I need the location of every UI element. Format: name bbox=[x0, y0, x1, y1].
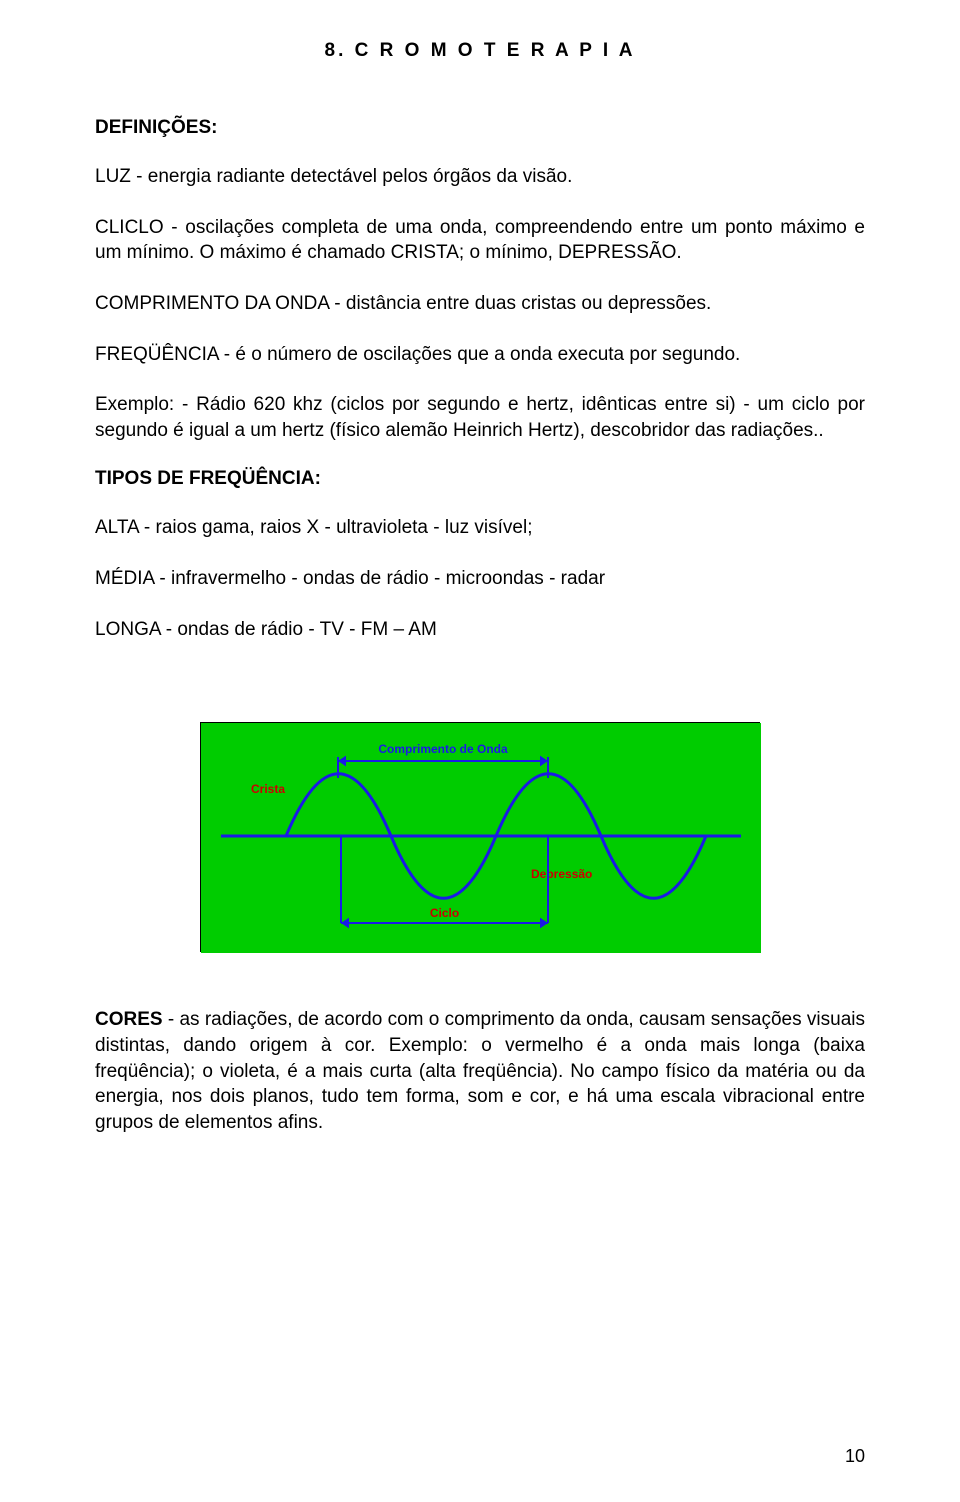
page-title: 8. C R O M O T E R A P I A bbox=[95, 40, 865, 62]
cores-body: - as radiações, de acordo com o comprime… bbox=[95, 1009, 865, 1133]
wave-diagram-container: Comprimento de Onda Crista Depressão Ciclo bbox=[200, 722, 760, 952]
svg-text:Crista: Crista bbox=[251, 782, 285, 796]
cores-head: CORES bbox=[95, 1009, 163, 1030]
svg-text:Depressão: Depressão bbox=[531, 867, 592, 881]
para-comprimento: COMPRIMENTO DA ONDA - distância entre du… bbox=[95, 291, 865, 317]
definicoes-heading: DEFINIÇÕES: bbox=[95, 117, 865, 139]
para-exemplo: Exemplo: - Rádio 620 khz (ciclos por seg… bbox=[95, 392, 865, 443]
wave-diagram: Comprimento de Onda Crista Depressão Ciclo bbox=[200, 722, 760, 952]
wave-svg: Comprimento de Onda Crista Depressão Ciclo bbox=[201, 723, 761, 953]
para-frequencia: FREQÜÊNCIA - é o número de oscilações qu… bbox=[95, 342, 865, 368]
para-longa: LONGA - ondas de rádio - TV - FM – AM bbox=[95, 617, 865, 643]
para-media: MÉDIA - infravermelho - ondas de rádio -… bbox=[95, 566, 865, 592]
para-alta: ALTA - raios gama, raios X - ultraviolet… bbox=[95, 515, 865, 541]
page-number: 10 bbox=[845, 1446, 865, 1467]
svg-text:Ciclo: Ciclo bbox=[430, 906, 459, 920]
para-cores: CORES - as radiações, de acordo com o co… bbox=[95, 1007, 865, 1135]
svg-text:Comprimento de Onda: Comprimento de Onda bbox=[378, 742, 508, 756]
tipos-heading: TIPOS DE FREQÜÊNCIA: bbox=[95, 468, 865, 490]
para-luz: LUZ - energia radiante detectável pelos … bbox=[95, 164, 865, 190]
para-cliclo: CLICLO - oscilações completa de uma onda… bbox=[95, 215, 865, 266]
